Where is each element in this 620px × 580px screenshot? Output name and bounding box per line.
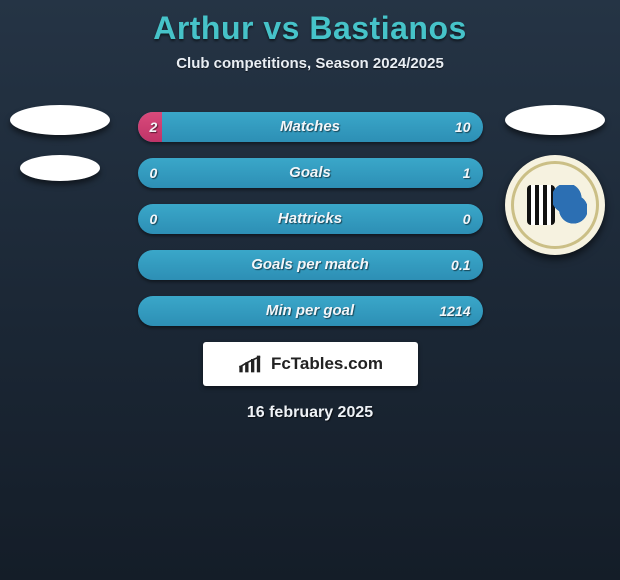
club-badge-placeholder [20, 155, 100, 181]
stats-bars: 2Matches100Goals10Hattricks0Goals per ma… [138, 112, 483, 326]
brand-label: FcTables.com [271, 354, 383, 374]
stat-label: Hattricks [138, 204, 483, 234]
page-subtitle: Club competitions, Season 2024/2025 [0, 55, 620, 72]
stat-label: Goals per match [138, 250, 483, 280]
date-label: 16 february 2025 [0, 404, 620, 422]
page-title: Arthur vs Bastianos [0, 10, 620, 47]
stat-value-right: 10 [455, 112, 471, 142]
player-left-badges [10, 105, 115, 210]
stat-bar: Goals per match0.1 [138, 250, 483, 280]
stat-value-right: 0.1 [451, 250, 470, 280]
club-crest [505, 155, 605, 255]
stat-value-right: 1 [463, 158, 471, 188]
stat-bar: 2Matches10 [138, 112, 483, 142]
player-right-badges [505, 105, 610, 210]
club-badge-placeholder [505, 105, 605, 135]
club-badge-placeholder [10, 105, 110, 135]
stat-value-right: 1214 [439, 296, 470, 326]
comparison-card: Arthur vs Bastianos Club competitions, S… [0, 0, 620, 580]
stat-value-right: 0 [463, 204, 471, 234]
stat-bar: 0Goals1 [138, 158, 483, 188]
bar-chart-icon [237, 354, 265, 374]
stat-label: Goals [138, 158, 483, 188]
stat-label: Matches [138, 112, 483, 142]
stat-label: Min per goal [138, 296, 483, 326]
brand-link[interactable]: FcTables.com [203, 342, 418, 386]
stat-bar: Min per goal1214 [138, 296, 483, 326]
stat-bar: 0Hattricks0 [138, 204, 483, 234]
